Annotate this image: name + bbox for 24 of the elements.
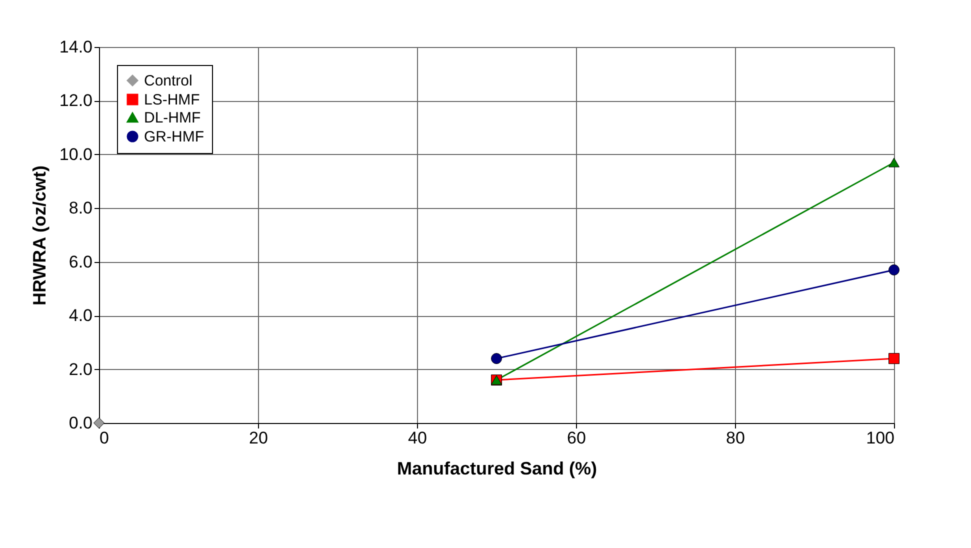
y-tick-label: 6.0: [68, 252, 92, 272]
legend-label: DL-HMF: [144, 110, 201, 126]
x-tick-label: 80: [726, 428, 745, 448]
point: [888, 353, 900, 364]
x-tick-label: 0: [100, 428, 109, 448]
x-tick-label: 100: [866, 428, 894, 448]
y-tick-label: 2.0: [68, 360, 92, 379]
x-tick-label: 40: [408, 428, 427, 448]
point: [491, 353, 502, 364]
y-tick-label: 8.0: [68, 198, 92, 218]
legend-label: Control: [144, 72, 192, 90]
legend-label: LS-HMF: [144, 92, 200, 108]
point: [888, 264, 900, 276]
y-tick-label: 0.0: [68, 414, 92, 432]
y-tick-label: 14.0: [59, 38, 92, 56]
point: [94, 418, 104, 428]
y-tick-label: 12.0: [59, 91, 92, 110]
x-axis-title: Manufactured Sand (%): [396, 458, 598, 478]
x-tick-label: 20: [249, 428, 268, 448]
x-tick-label: 60: [567, 428, 586, 448]
y-axis-title: HRWRA (oz/cwt): [29, 166, 50, 306]
y-tick-label: 4.0: [68, 306, 92, 326]
legend-label: GR-HMF: [144, 128, 204, 146]
y-tick-label: 10.0: [59, 144, 92, 164]
